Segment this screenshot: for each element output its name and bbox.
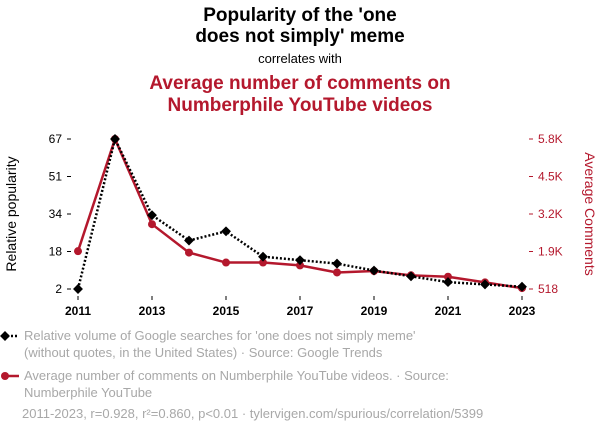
legend-item-numberphile-comments: Average number of comments on Numberphil… (1, 368, 449, 400)
chart-subtitle-line1: Average number of comments on (149, 73, 450, 94)
y-axis-right-label: Average Comments (582, 152, 598, 275)
x-tick-label: 2015 (213, 304, 240, 318)
footer-stats: 2011-2023, r=0.928, r²=0.860, p<0.01 · t… (22, 406, 483, 421)
google-searches-point (517, 281, 527, 292)
google-searches-point (147, 210, 157, 221)
y-right-tick-label: 3.2K (538, 207, 563, 221)
x-tick-label: 2011 (65, 304, 91, 318)
chart-subtitle-line2: Numberphile YouTube videos (168, 95, 433, 116)
comments-point (74, 247, 82, 256)
google-searches-point (221, 226, 231, 237)
series-layer (73, 134, 527, 294)
y-axis-right-ticks: 518 1.9K 3.2K 4.5K 5.8K (529, 132, 563, 296)
y-left-tick-label: 18 (49, 245, 63, 259)
legend-label-comments-line2: Numberphile YouTube (24, 385, 152, 400)
y-left-tick-label: 67 (49, 132, 63, 146)
comments-point (259, 258, 267, 267)
y-right-tick-label: 4.5K (538, 170, 563, 184)
y-right-tick-label: 1.9K (538, 245, 563, 259)
legend-label-google-line1: Relative volume of Google searches for '… (24, 328, 416, 343)
x-tick-label: 2021 (435, 304, 462, 318)
y-left-tick-label: 2 (55, 282, 62, 296)
y-left-tick-label: 34 (49, 207, 63, 221)
google-searches-point (443, 277, 453, 288)
google-searches-point (406, 271, 416, 282)
correlates-with-text: correlates with (258, 51, 342, 66)
google-searches-point (73, 284, 83, 294)
y-right-tick-label: 5.8K (538, 132, 563, 146)
chart-title-line1: Popularity of the 'one (203, 5, 396, 26)
x-tick-label: 2019 (361, 304, 388, 318)
comments-point (148, 220, 156, 229)
google-searches-point (258, 251, 268, 262)
x-tick-label: 2017 (287, 304, 314, 318)
y-left-tick-label: 51 (49, 170, 63, 184)
google-searches-point (332, 258, 342, 269)
legend-item-google-searches: Relative volume of Google searches for '… (0, 328, 416, 360)
google-searches-point (369, 265, 379, 276)
legend-label-comments-line1: Average number of comments on Numberphil… (24, 368, 449, 383)
comments-point (333, 268, 341, 277)
google-searches-point (184, 235, 194, 246)
legend-diamond-marker (0, 331, 10, 341)
comments-point (444, 272, 452, 281)
x-axis-ticks: 2011 2013 2015 2017 2019 2021 2023 (65, 296, 536, 318)
google-searches-point (295, 255, 305, 266)
legend-label-google-line2: (without quotes, in the United States) ·… (24, 345, 383, 360)
legend-circle-marker (1, 372, 9, 380)
comments-point (185, 248, 193, 257)
google-searches-point (110, 134, 120, 144)
chart-title-line2: does not simply' meme (195, 26, 404, 47)
comments-point (296, 261, 304, 270)
x-tick-label: 2023 (509, 304, 536, 318)
y-right-tick-label: 518 (538, 282, 558, 296)
x-tick-label: 2013 (139, 304, 166, 318)
legend: Relative volume of Google searches for '… (0, 328, 449, 400)
y-axis-left-label: Relative popularity (3, 156, 19, 271)
google-searches-point (480, 279, 490, 290)
y-axis-left-ticks: 2 18 34 51 67 (49, 132, 71, 296)
comments-point (222, 258, 230, 267)
